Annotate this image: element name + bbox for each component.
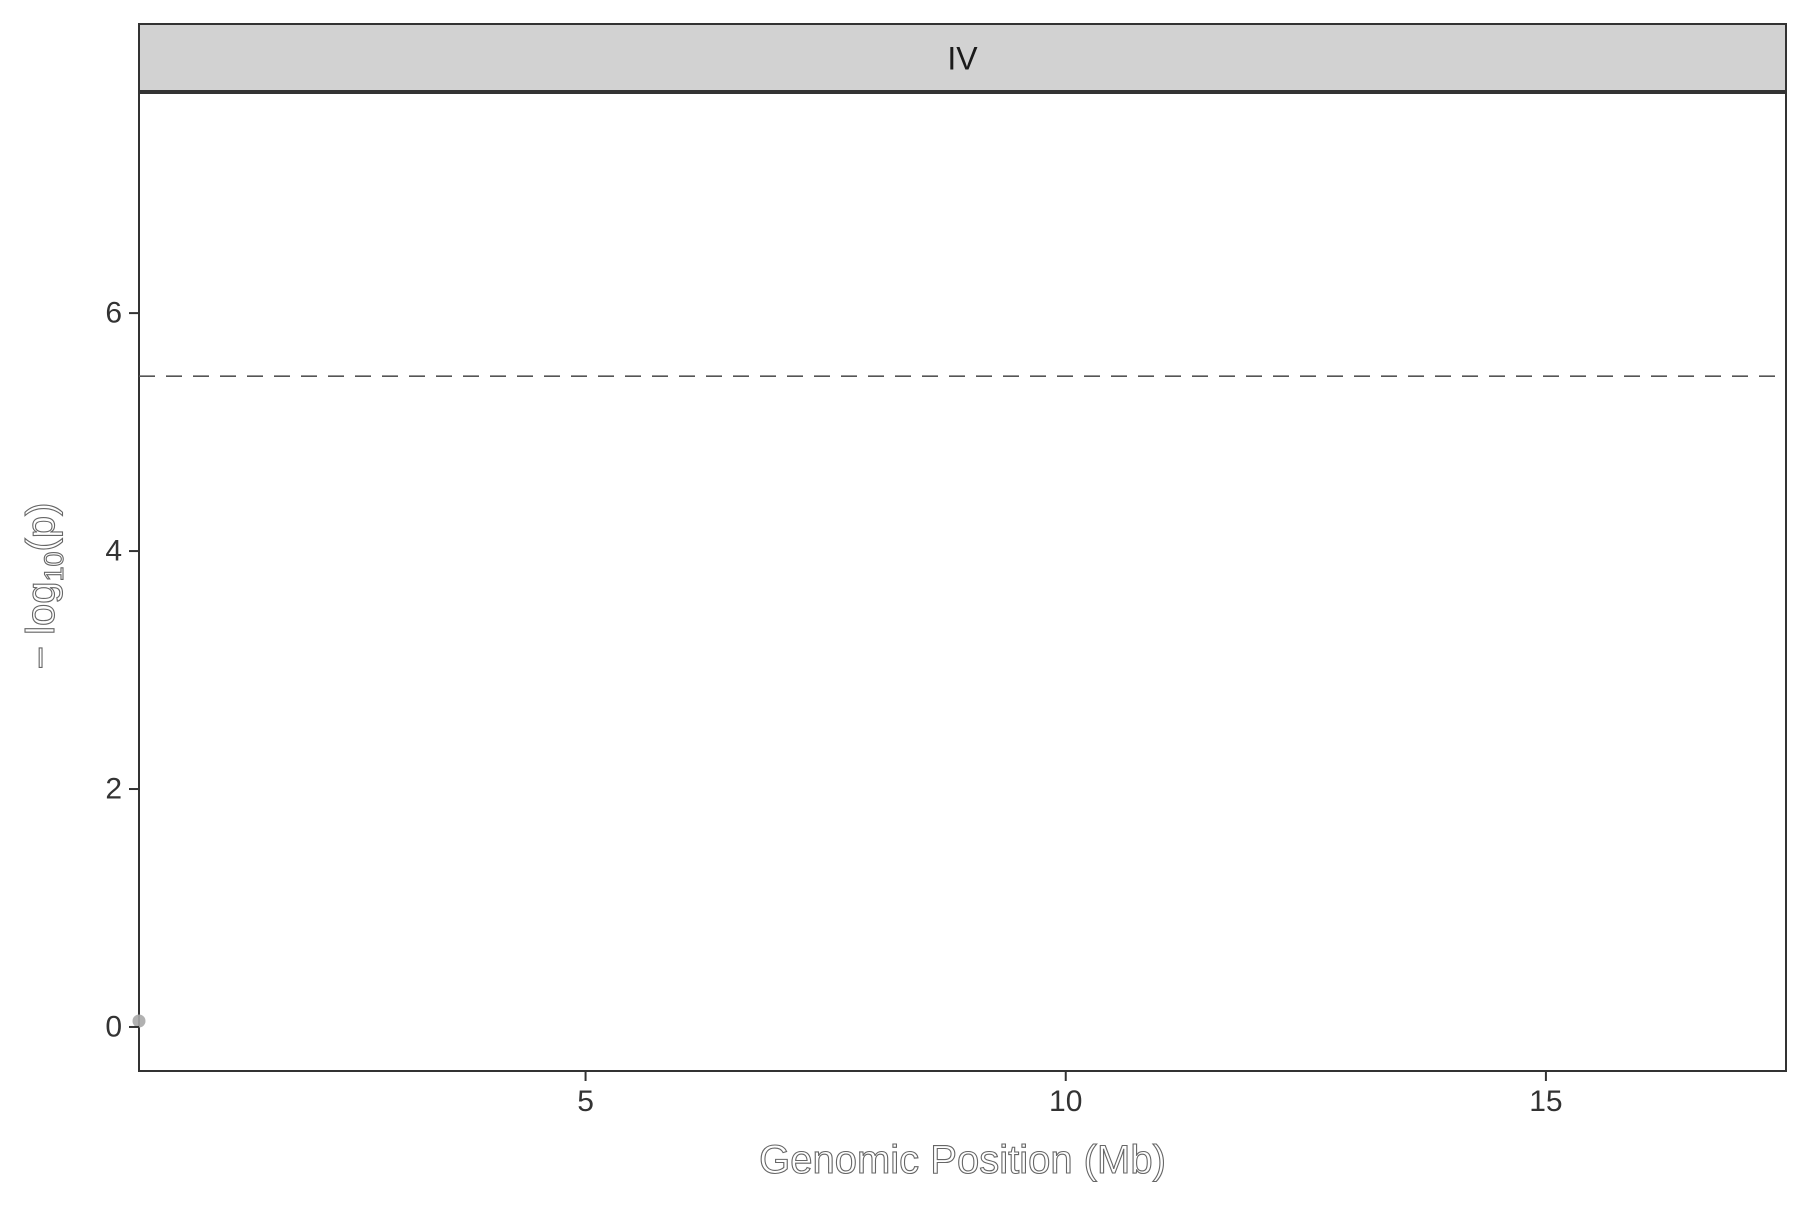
x-axis: 5 10 15 bbox=[577, 1071, 1563, 1118]
x-tick-label: 10 bbox=[1049, 1085, 1082, 1118]
facet-strip bbox=[138, 23, 1787, 92]
x-tick-label: 5 bbox=[577, 1085, 594, 1118]
plot-panel bbox=[138, 92, 1787, 1072]
y-tick-label: 2 bbox=[105, 773, 122, 806]
points-layer bbox=[132, 1014, 146, 1028]
y-axis-title: − log10(p) bbox=[19, 503, 69, 670]
y-axis-title-subscript: 10 bbox=[39, 551, 69, 581]
y-axis-title-suffix: (p) bbox=[19, 503, 63, 552]
y-axis-title-prefix: − log bbox=[19, 582, 63, 670]
facet-strip-label: IV bbox=[947, 41, 978, 77]
y-axis: 0 2 4 6 bbox=[105, 297, 139, 1043]
y-tick-label: 6 bbox=[105, 297, 122, 330]
y-tick-label: 4 bbox=[105, 535, 122, 568]
x-axis-title: Genomic Position (Mb) bbox=[759, 1138, 1166, 1182]
x-tick-label: 15 bbox=[1529, 1085, 1562, 1118]
data-point bbox=[132, 1014, 146, 1028]
y-tick-label: 0 bbox=[105, 1010, 122, 1043]
